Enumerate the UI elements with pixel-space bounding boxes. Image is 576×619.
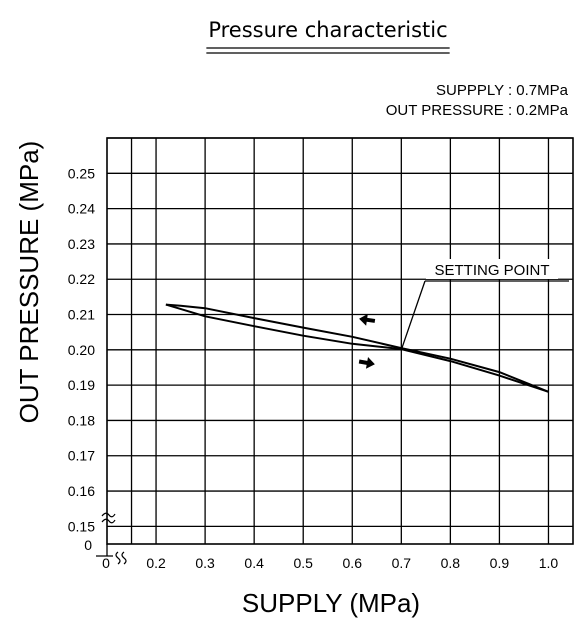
y-tick-label: 0.24 [68,201,95,217]
series-line-decreasing [165,303,549,393]
arrow-left-icon [359,313,376,326]
y-tick-label: 0.21 [68,307,95,323]
x-tick-label: 0.6 [343,555,363,571]
y-tick-label: 0.22 [68,271,95,287]
supply-condition: SUPPPLY : 0.7MPa [436,82,569,99]
data-series [165,303,549,393]
y-axis-break-icon [101,518,116,524]
out-pressure-condition: OUT PRESSURE : 0.2MPa [386,102,569,119]
series-line-increasing [165,303,549,393]
x-axis-break-icon [115,551,121,565]
y-tick-label: 0.18 [68,412,95,428]
y-tick-label: 0.20 [68,342,95,358]
y-tick-label: 0.23 [68,236,95,252]
y-tick-label: 0 [84,537,92,553]
y-tick-label: 0.16 [68,483,95,499]
axis-breaks [96,512,127,565]
y-tick-label: 0.17 [68,448,95,464]
x-tick-label: 0.4 [244,555,264,571]
arrow-right-icon [358,356,375,369]
annotations: SETTING POINT [400,259,569,351]
x-tick-label: 0 [102,555,110,571]
tick-labels: 0 0.2 0.3 0.4 0.5 0.6 0.7 0.8 0.9 1.0 0 0.15 0.16 0.1… [68,165,559,571]
x-tick-label: 0.5 [293,555,313,571]
y-tick-label: 0.19 [68,377,95,393]
x-tick-label: 0.7 [392,555,412,571]
setting-point-leader [400,280,426,351]
y-axis-break-icon [101,512,116,518]
grid-lines [106,137,574,545]
setting-point-label-bg [426,259,558,279]
y-tick-label: 0.25 [68,165,95,181]
x-axis-title: SUPPLY (MPa) [242,588,420,618]
chart-title: Pressure characteristic [208,18,447,42]
x-tick-label: 0.2 [146,555,166,571]
x-tick-label: 0.3 [195,555,215,571]
x-axis-break-icon [121,551,127,565]
setting-point-label: SETTING POINT [434,262,549,279]
y-tick-label: 0.15 [68,518,95,534]
y-axis-title: OUT PRESSURE (MPa) [14,141,44,424]
x-tick-label: 0.8 [441,555,461,571]
x-tick-label: 1.0 [539,555,559,571]
x-tick-label: 0.9 [490,555,510,571]
